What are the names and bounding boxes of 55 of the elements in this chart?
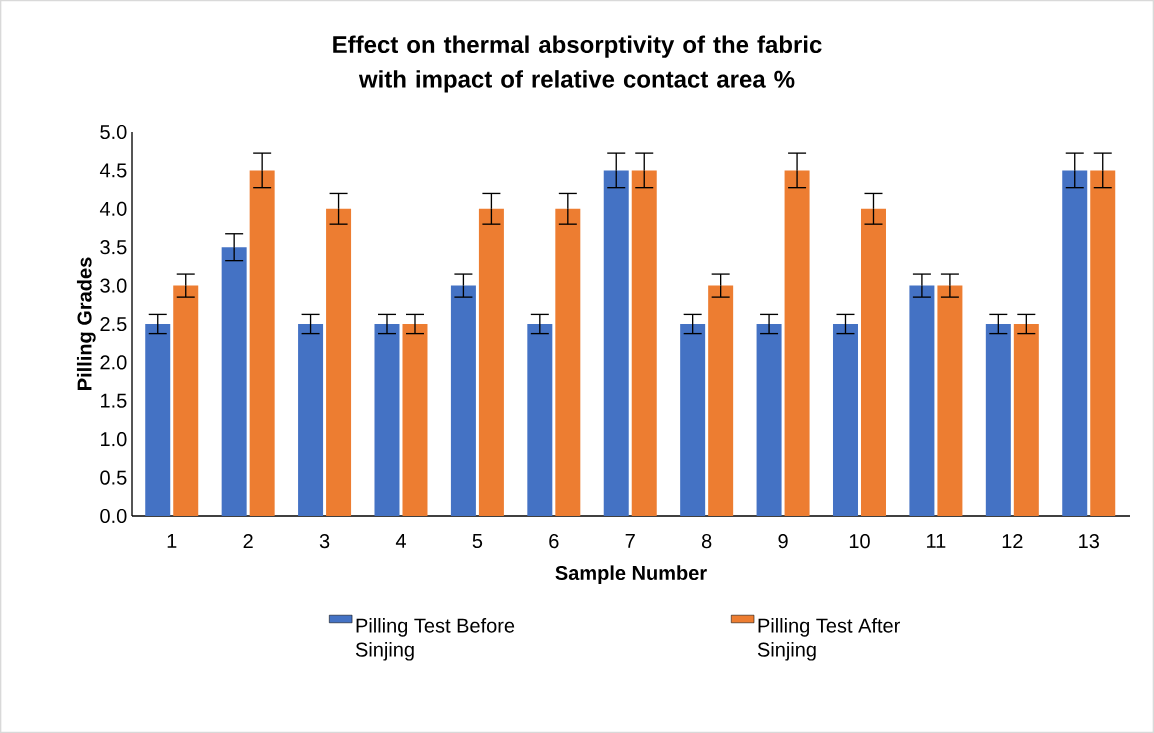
x-tick-label: 4 xyxy=(395,534,406,548)
bar xyxy=(249,170,275,516)
x-tick-label: 5 xyxy=(472,534,483,548)
chart-title: Effect on thermal absorptivity of the fabric with impact of relative contact area % xyxy=(333,35,822,93)
y-tick-label: 2.0 xyxy=(100,355,127,370)
x-tick-label: 1 xyxy=(167,534,177,548)
x-axis-title: Sample Number xyxy=(555,565,707,584)
y-tick-label: 4.0 xyxy=(99,201,127,216)
y-tick-label: 4.5 xyxy=(99,163,127,178)
bar xyxy=(860,208,886,516)
bar xyxy=(708,285,734,516)
x-tick-label: 11 xyxy=(927,534,946,548)
x-tick-label: 3 xyxy=(319,534,330,549)
bar xyxy=(832,324,858,516)
y-tick-label: 5.0 xyxy=(100,124,127,140)
bar xyxy=(937,285,963,516)
x-tick-label: 12 xyxy=(1002,534,1023,549)
bar xyxy=(173,285,199,516)
bar xyxy=(555,208,581,516)
x-tick-label: 7 xyxy=(625,534,635,548)
y-axis-title: Pilling Grades xyxy=(76,257,96,390)
x-tick-label: 6 xyxy=(549,534,559,549)
x-tick-label: 2 xyxy=(243,534,253,549)
bar xyxy=(985,324,1011,516)
bar xyxy=(909,285,935,516)
bar xyxy=(784,170,810,516)
y-tick-label: 2.5 xyxy=(100,316,127,332)
bar xyxy=(145,324,171,516)
bar xyxy=(527,324,553,516)
y-tick-label: 0.5 xyxy=(100,470,127,485)
y-tick-label: 1.5 xyxy=(101,393,127,408)
bar xyxy=(603,170,629,516)
bar xyxy=(450,285,476,516)
legend-label: Pilling Test Before Sinjing xyxy=(355,617,515,661)
bar xyxy=(1090,170,1116,516)
legend-label: Pilling Test After Sinjing xyxy=(757,617,900,661)
bar xyxy=(1013,324,1039,516)
bar xyxy=(374,324,400,516)
x-tick-label: 9 xyxy=(778,534,788,549)
bar xyxy=(221,247,247,516)
y-tick-label: 1.0 xyxy=(101,432,127,447)
bar xyxy=(326,208,352,516)
x-tick-label: 13 xyxy=(1079,534,1099,549)
bar xyxy=(631,170,657,516)
bar xyxy=(402,324,428,516)
bar xyxy=(680,324,706,516)
x-tick-label: 10 xyxy=(849,534,870,549)
bar xyxy=(298,324,324,516)
bar xyxy=(478,208,504,516)
y-tick-label: 3.0 xyxy=(100,278,127,293)
bar xyxy=(1062,170,1088,516)
y-tick-label: 3.5 xyxy=(100,240,127,255)
y-tick-label: 0.0 xyxy=(100,508,127,524)
x-tick-label: 8 xyxy=(701,534,712,549)
bar xyxy=(756,324,782,516)
